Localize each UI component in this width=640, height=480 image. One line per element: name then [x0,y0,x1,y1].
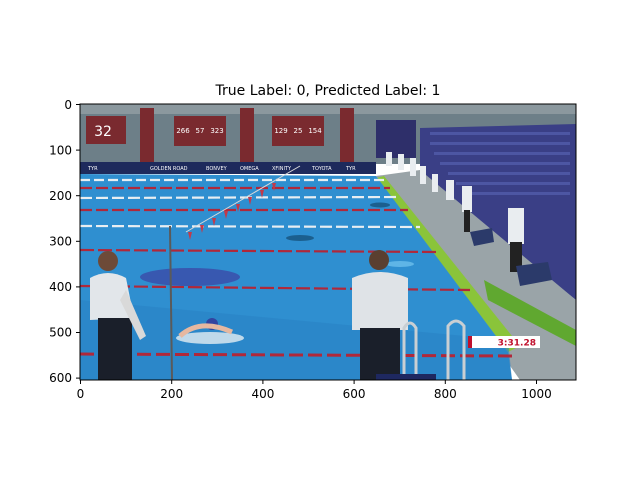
svg-text:OMEGA: OMEGA [240,166,259,172]
scoreboard-left-number: 32 [94,124,112,140]
race-clock: 3:31.28 [468,336,540,349]
pool-deck [376,170,576,380]
y-tick-label: 600 [49,371,72,385]
x-tick-label: 1000 [521,387,552,401]
swimmer-front [176,318,244,344]
scoreboard-right [272,116,324,146]
y-tick-label: 500 [49,326,72,340]
axes-frame [79,103,577,381]
x-tick-label: 0 [77,387,85,401]
stands [420,124,576,300]
x-axis: 0 200 400 600 800 1000 [77,380,552,401]
sponsor-banner [80,162,376,174]
x-tick-label: 600 [343,387,366,401]
y-tick-label: 100 [49,144,72,158]
x-tick-label: 800 [434,387,457,401]
swimmer [370,202,390,208]
x-tick-label: 200 [160,387,183,401]
official-center [352,250,408,380]
pool-ladder [402,319,466,380]
y-tick-label: 300 [49,235,72,249]
swimmer [386,261,414,267]
figure-title: True Label: 0, Predicted Label: 1 [215,83,441,99]
race-clock-time: 3:31.28 [498,339,536,349]
scoreboard-right-3: 154 [308,127,322,135]
scoreboard-right-1: 129 [274,127,287,135]
y-axis: 0 100 200 300 400 500 600 [49,98,80,385]
svg-text:GOLDEN ROAD: GOLDEN ROAD [150,166,188,172]
scoreboard-right-2: 25 [294,127,303,135]
svg-text:BONVEY: BONVEY [206,166,228,172]
svg-text:TOYOTA: TOYOTA [311,166,332,172]
svg-text:XFINITY: XFINITY [272,166,292,172]
x-tick-label: 400 [251,387,274,401]
scoreboard-left [86,116,126,144]
scoreboard-mid-2: 57 [196,127,205,135]
y-tick-label: 200 [49,189,72,203]
official-left [90,251,146,380]
scoreboard-mid-3: 323 [210,127,223,135]
scoreboard-mid-1: 266 [176,127,190,135]
photo: 32 266 57 323 129 25 154 [80,104,576,380]
swimmer [286,235,314,241]
pool-wall-green [376,176,520,352]
flag-pole [169,225,173,380]
svg-text:TYR: TYR [345,166,356,172]
scoreboard-mid [174,116,226,146]
y-tick-label: 0 [64,98,72,112]
y-tick-label: 400 [49,280,72,294]
svg-text:TYR: TYR [87,166,98,172]
